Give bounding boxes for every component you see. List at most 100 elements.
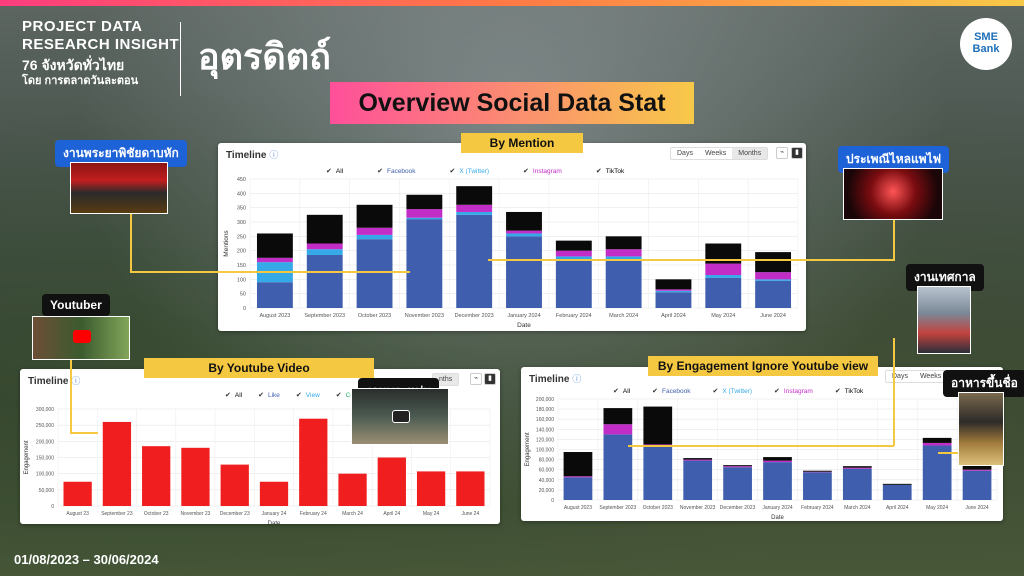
bar <box>299 418 328 506</box>
bar-facebook <box>456 214 493 308</box>
youtube-tag: By Youtube Video <box>144 358 374 378</box>
check-icon: ✔ <box>295 392 302 399</box>
x-tick-label: April 2024 <box>661 313 686 319</box>
engagement-legend: ✔ All ✔ Facebook ✔ X (Twitter) ✔ Instagram ✔… <box>613 387 864 396</box>
bar-facebook <box>256 282 293 308</box>
bar-tiktok <box>763 457 792 461</box>
legend-tiktok[interactable]: ✔ TikTok <box>834 387 864 396</box>
mention-legend: ✔ All ✔ Facebook ✔ X (Twitter) ✔ Instagram ✔… <box>326 167 625 176</box>
bar-instagram <box>603 424 633 435</box>
legend-all[interactable]: ✔ All <box>613 387 631 396</box>
bar <box>456 471 485 506</box>
info-icon[interactable]: ⓘ <box>71 376 81 386</box>
bar-facebook <box>603 434 633 500</box>
top-gradient-stripe <box>0 0 1024 6</box>
check-icon: ✔ <box>595 168 602 175</box>
bar-facebook <box>605 259 642 308</box>
y-tick-label: 450 <box>237 177 246 183</box>
bar <box>142 446 171 506</box>
legend-instagram[interactable]: ✔ Instagram <box>774 387 813 396</box>
bar-facebook <box>683 460 713 500</box>
x-tick-label: December 2023 <box>720 505 756 511</box>
legend-all[interactable]: ✔ All <box>326 167 344 176</box>
date-range: 01/08/2023 – 30/06/2024 <box>14 552 159 567</box>
bar-instagram <box>456 204 493 212</box>
bar-facebook <box>803 472 832 500</box>
legend-view[interactable]: ✔ View <box>295 391 320 400</box>
toggle-months[interactable]: Months <box>732 148 768 159</box>
mention-period-toggle: Days Weeks Months <box>670 147 769 160</box>
bar-tiktok <box>842 466 872 468</box>
y-axis-title: Engagement <box>525 432 531 466</box>
info-icon[interactable]: ⓘ <box>572 374 582 384</box>
bar-tiktok <box>456 186 493 205</box>
callout-youtuber: Youtuber <box>42 294 110 316</box>
x-tick-label: January 2024 <box>507 313 540 319</box>
check-icon: ✔ <box>335 392 342 399</box>
x-tick-label: May 24 <box>423 511 440 517</box>
y-tick-label: 80,000 <box>539 458 555 464</box>
bar-x-twitter- <box>456 211 493 215</box>
legend-facebook[interactable]: ✔ Facebook <box>377 167 416 176</box>
toggle-days[interactable]: Days <box>677 150 693 157</box>
check-icon: ✔ <box>258 392 264 399</box>
bar <box>63 481 92 506</box>
check-icon: ✔ <box>712 388 719 395</box>
info-icon[interactable]: ⓘ <box>269 150 279 160</box>
x-tick-label: June 24 <box>461 511 479 517</box>
event-thumbnail <box>843 168 943 220</box>
connector-line <box>70 360 72 433</box>
banner-title: Overview Social Data Stat <box>358 89 666 117</box>
bar-x-twitter- <box>755 279 792 281</box>
bar-tiktok <box>506 211 542 231</box>
bar-instagram <box>256 257 293 263</box>
y-tick-label: 0 <box>243 306 246 312</box>
bar-facebook <box>723 467 752 500</box>
x-tick-label: May 2024 <box>926 505 948 511</box>
bar <box>102 421 132 506</box>
check-icon: ✔ <box>377 168 383 175</box>
legend-twitter[interactable]: ✔ X (Twitter) <box>449 167 490 176</box>
toggle-days[interactable]: Days <box>892 373 908 380</box>
engagement-tag: By Engagement Ignore Youtube view <box>648 356 878 376</box>
legend-tiktok[interactable]: ✔ TikTok <box>595 167 625 176</box>
connector-line <box>938 452 958 454</box>
y-tick-label: 200 <box>237 249 246 255</box>
legend-instagram[interactable]: ✔ Instagram <box>523 167 562 176</box>
toggle-weeks[interactable]: Weeks <box>919 373 942 380</box>
line-chart-icon[interactable]: ⌁ <box>470 373 482 385</box>
bar-x-twitter- <box>605 256 642 260</box>
legend-like[interactable]: ✔ Like <box>258 391 280 400</box>
bar-facebook <box>643 446 673 500</box>
bar <box>259 481 289 506</box>
x-tick-label: February 2024 <box>801 505 834 511</box>
legend-facebook[interactable]: ✔ Facebook <box>652 387 691 396</box>
legend-twitter[interactable]: ✔ X (Twitter) <box>712 387 753 396</box>
x-tick-label: October 2023 <box>358 313 391 319</box>
y-tick-label: 250 <box>237 234 246 240</box>
y-tick-label: 350 <box>237 206 246 212</box>
line-chart-icon[interactable]: ⌁ <box>776 147 788 159</box>
toggle-weeks[interactable]: Weeks <box>704 150 727 157</box>
logo-text-sme: SME <box>974 31 998 43</box>
check-icon: ✔ <box>326 168 332 175</box>
legend-all[interactable]: ✔ All <box>225 391 243 400</box>
bar-chart-icon[interactable]: ▮ <box>791 147 803 159</box>
province-title: อุตรดิตถ์ <box>198 36 331 77</box>
bar-instagram <box>922 442 952 446</box>
bar-tiktok <box>803 470 832 472</box>
bar-tiktok <box>705 243 742 264</box>
toggle-months[interactable]: nths <box>433 374 459 385</box>
bar-instagram <box>803 471 832 473</box>
bar-tiktok <box>755 252 792 273</box>
bar-instagram <box>555 250 592 257</box>
bar-instagram <box>563 476 593 478</box>
bar-tiktok <box>605 236 642 250</box>
y-tick-label: 180,000 <box>536 407 554 413</box>
bar-instagram <box>723 466 752 468</box>
x-tick-label: August 2023 <box>564 505 592 511</box>
x-tick-label: May 2024 <box>711 313 735 319</box>
bar-x-twitter- <box>705 275 742 278</box>
bar-chart-icon[interactable]: ▮ <box>484 373 496 385</box>
temple-thumbnail <box>351 388 449 445</box>
